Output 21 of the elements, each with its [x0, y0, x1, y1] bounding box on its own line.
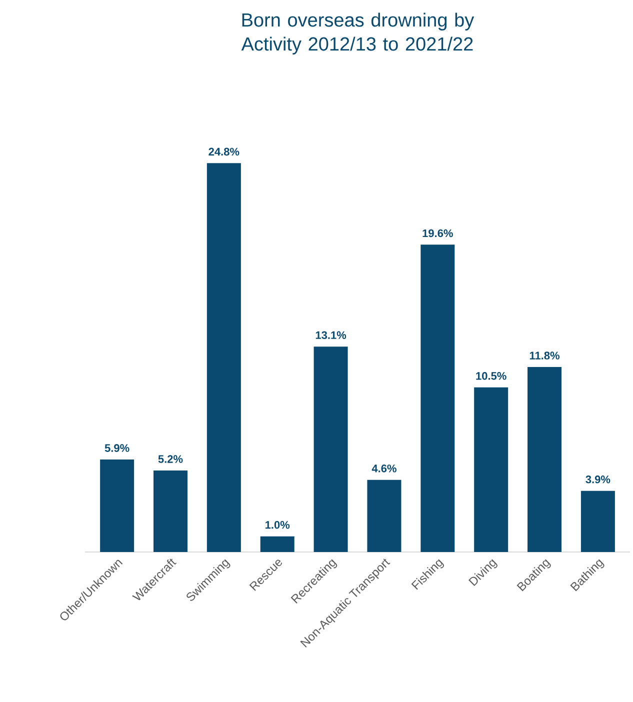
data-label: 5.9% [104, 444, 130, 452]
bar [260, 536, 294, 552]
bar [100, 459, 134, 552]
data-label: 3.9% [586, 476, 610, 484]
data-label: 11.8% [530, 352, 560, 360]
data-label: 10.5% [476, 372, 506, 380]
data-label: 19.6% [422, 229, 453, 238]
bar [528, 366, 562, 552]
data-label: 24.8% [208, 148, 240, 156]
bar [367, 480, 402, 552]
bar [153, 470, 188, 552]
chart-title: Born overseas drowning by Activity 2012/13 to 2021/22 [241, 12, 474, 54]
bar [474, 387, 508, 552]
data-label: 13.1% [316, 331, 346, 340]
data-label: 4.6% [372, 464, 396, 472]
data-label: 5.2% [158, 455, 183, 463]
data-label: 1.0% [266, 521, 290, 529]
bar [206, 163, 241, 552]
bar [314, 346, 348, 552]
bar [420, 244, 455, 552]
bar [580, 490, 615, 552]
